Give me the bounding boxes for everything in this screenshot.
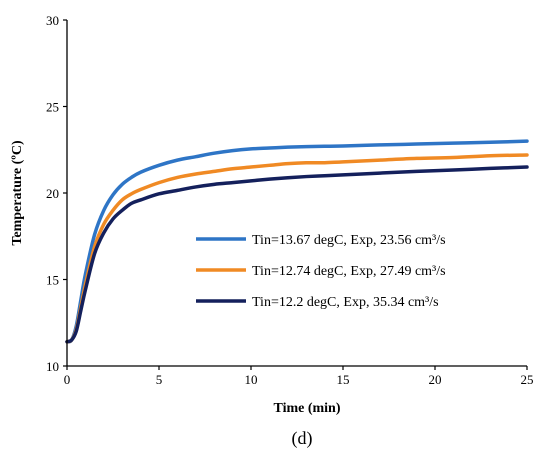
x-axis-title: Time (min) (273, 401, 340, 416)
x-tick-label: 20 (429, 372, 442, 387)
x-tick-label: 25 (521, 372, 534, 387)
x-tick-label: 15 (337, 372, 350, 387)
axes: 0 5 10 15 20 25 10 15 20 25 30 (46, 13, 534, 387)
y-ticks: 10 15 20 25 30 (46, 13, 67, 374)
x-tick-label: 10 (245, 372, 258, 387)
legend: Tin=13.67 degC, Exp, 23.56 cm³/s Tin=12.7… (196, 233, 446, 310)
y-tick-label: 30 (46, 13, 59, 28)
y-axis-title: Temperature (ºC) (10, 140, 25, 246)
y-tick-label: 15 (46, 273, 59, 288)
legend-label-3: Tin=12.2 degC, Exp, 35.34 cm³/s (252, 295, 439, 310)
y-tick-label: 20 (46, 186, 59, 201)
x-ticks: 0 5 10 15 20 25 (64, 366, 534, 387)
y-tick-label: 25 (46, 100, 59, 115)
series-line-1 (65, 139, 529, 344)
y-tick-label: 10 (46, 359, 59, 374)
x-tick-label: 5 (156, 372, 163, 387)
series-line-3 (65, 165, 529, 344)
series-line-2 (65, 153, 529, 344)
x-tick-label: 0 (64, 372, 71, 387)
plot-area (65, 139, 529, 344)
panel-label: (d) (292, 428, 313, 449)
legend-label-1: Tin=13.67 degC, Exp, 23.56 cm³/s (252, 233, 446, 248)
legend-label-2: Tin=12.74 degC, Exp, 27.49 cm³/s (252, 264, 446, 279)
